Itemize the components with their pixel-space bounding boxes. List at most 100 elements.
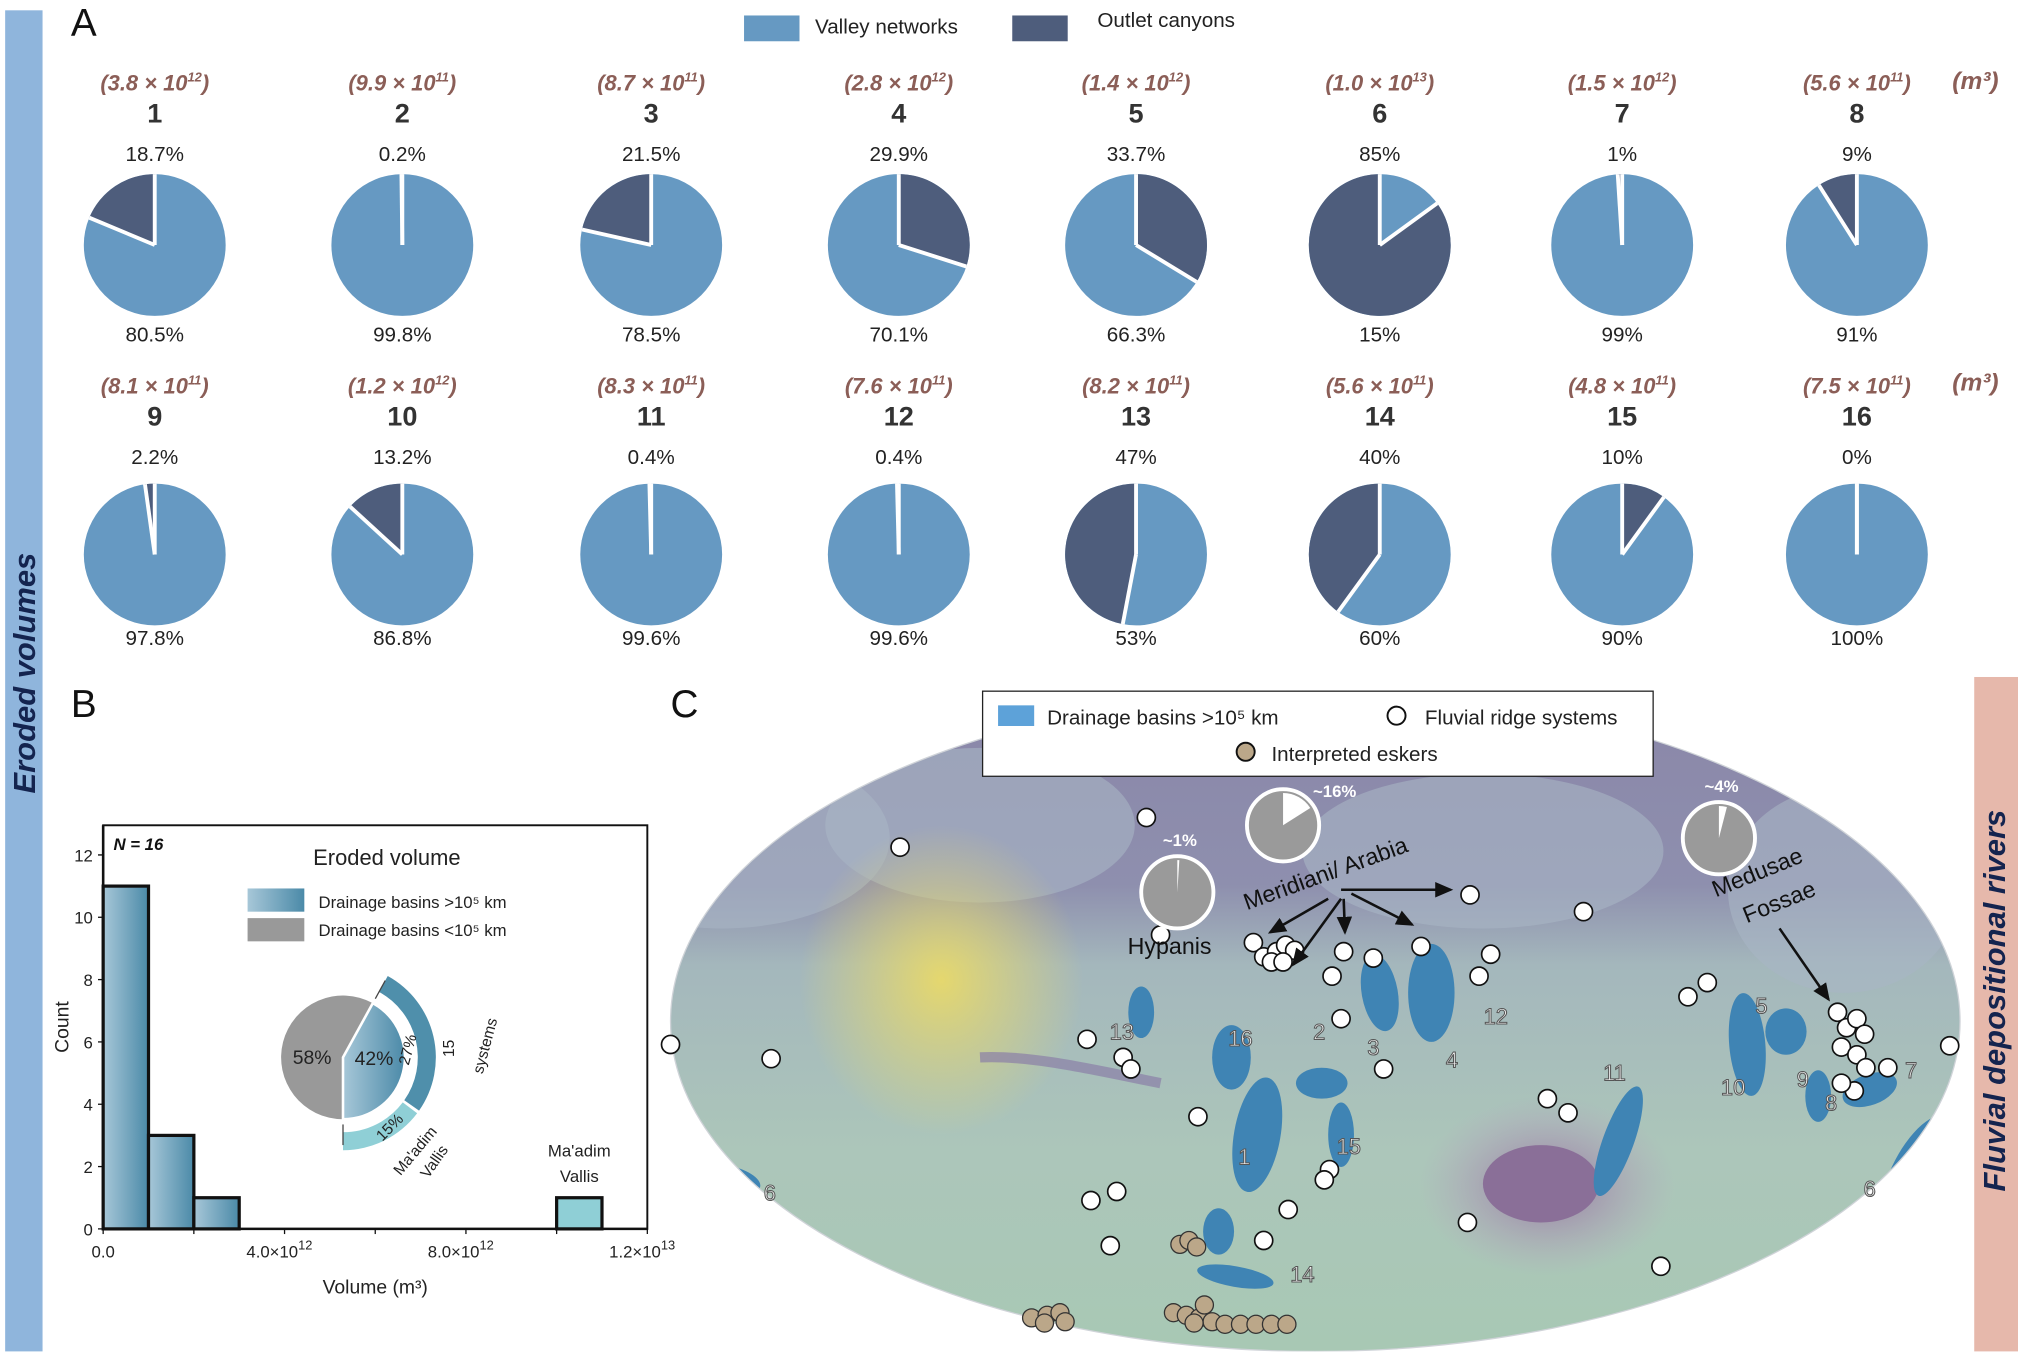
fluvial-ridge-marker — [1877, 1057, 1898, 1078]
outlet-percent-label: 0.4% — [875, 447, 923, 470]
fluvial-ridge-marker — [890, 837, 910, 858]
fluvial-ridge-marker — [1363, 948, 1384, 968]
x-tick-label: 1.2×1013 — [609, 1238, 675, 1262]
volume-exponent: 11 — [931, 374, 946, 389]
pie-divider — [898, 243, 967, 269]
volume-label: (1.4 × 1012) — [1081, 70, 1191, 96]
y-axis-label: Count — [51, 1001, 73, 1053]
region-label-hypanis: Hypanis — [1128, 933, 1212, 959]
pie-divider — [1378, 201, 1439, 247]
basin-number-label: 16 — [1228, 1026, 1252, 1051]
esker-marker — [1186, 1237, 1207, 1257]
basin-number-label: 10 — [1721, 1075, 1745, 1100]
valley-percent-label: 15% — [1359, 324, 1401, 347]
histogram: Ma'adim Vallis 0 2 4 6 8 10 12 0.0 4.0×1012 8.0×101… — [51, 824, 675, 1298]
basin-number-label: 11 — [1603, 1061, 1626, 1086]
arrow — [1291, 898, 1343, 967]
fluvial-rivers-band — [1974, 676, 2018, 1352]
outlet-percent-label: 47% — [1115, 447, 1157, 470]
esker-marker — [1277, 1314, 1297, 1334]
legend-swatch-basins — [998, 705, 1035, 726]
fluvial-ridge-marker — [1081, 1190, 1101, 1211]
system-number: 5 — [1128, 99, 1144, 129]
volume-exponent: 12 — [1168, 71, 1184, 86]
pie-slice-outlet — [1308, 483, 1380, 612]
volume-label: (3.8 × 1012) — [100, 70, 210, 96]
system-number: 14 — [1364, 402, 1395, 432]
volume-label: (8.2 × 1011) — [1082, 373, 1190, 399]
histogram-bar — [146, 1133, 196, 1231]
system-number: 6 — [1372, 99, 1388, 129]
fluvial-ridge-marker — [1373, 1059, 1394, 1079]
volume-exponent: 13 — [1412, 71, 1427, 86]
pie-divider — [88, 215, 156, 247]
volume-exponent: 11 — [435, 71, 449, 86]
pie-slice-outlet — [1065, 483, 1137, 625]
region-pie-slice — [1283, 793, 1311, 826]
arrow — [1267, 897, 1329, 934]
basin-number-label: 12 — [1484, 1004, 1508, 1029]
fluvial-ridge-marker — [1847, 1008, 1867, 1029]
fluvial-ridge-marker — [1278, 1199, 1299, 1220]
esker-marker — [1184, 1313, 1204, 1333]
volume-exponent: 11 — [1169, 374, 1183, 389]
fluvial-ridge-marker — [1121, 1059, 1141, 1079]
valley-percent-label: 70.1% — [869, 324, 929, 347]
outlet-percent-label: 1% — [1607, 144, 1638, 167]
pie-divider — [399, 174, 405, 246]
legend-swatch-valley — [744, 15, 800, 42]
valley-percent-label: 99.6% — [621, 627, 681, 650]
volume-label: (4.8 × 1011) — [1568, 373, 1677, 399]
drainage-basin — [1593, 1086, 1643, 1196]
y-tick-label: 12 — [74, 846, 93, 865]
pie-divider — [348, 505, 404, 556]
volume-label: (8.3 × 1011) — [597, 373, 706, 399]
fluvial-ridge-marker — [1651, 1256, 1671, 1277]
panel-label-b: B — [70, 683, 97, 726]
pie-divider — [1135, 243, 1198, 284]
inset-slice-large-basins — [341, 1001, 407, 1121]
eroded-volumes-band — [5, 10, 43, 1352]
arrow — [1336, 898, 1353, 935]
x-tick-label: 0.0 — [92, 1242, 115, 1261]
esker-marker — [1055, 1312, 1075, 1332]
basin-number-label: 6 — [1864, 1177, 1876, 1202]
drainage-basin — [1360, 954, 1399, 1032]
region-pie-slice — [1177, 860, 1180, 893]
volume-exponent: 12 — [435, 374, 450, 389]
legend-label-small-basins: Drainage basins <10⁵ km — [319, 921, 507, 940]
basin-number-label: 14 — [1290, 1262, 1314, 1287]
legend-swatch-small-basins — [247, 918, 305, 942]
outlet-percent-label: 21.5% — [621, 144, 681, 167]
system-number: 15 — [1607, 402, 1638, 432]
histogram-bar — [192, 1196, 241, 1231]
region-pie-percent: ~16% — [1313, 782, 1356, 801]
volume-label: (8.1 × 1011) — [100, 373, 209, 399]
system-number: 2 — [394, 99, 410, 129]
panel-label-c: C — [670, 683, 699, 726]
pie-slice-outlet — [89, 174, 155, 246]
map-legend — [981, 690, 1654, 777]
volume-label: (9.9 × 1011) — [348, 70, 457, 96]
drainage-basin — [1128, 986, 1155, 1039]
valley-percent-label: 53% — [1115, 627, 1157, 650]
arrow — [1778, 927, 1830, 1002]
system-number: 11 — [636, 402, 666, 432]
fluvial-ridge-marker — [1322, 966, 1342, 987]
basin-number-label: 5 — [1755, 994, 1767, 1019]
fluvial-ridge-marker — [1854, 1024, 1875, 1045]
fluvial-ridge-marker — [1460, 885, 1480, 905]
tharsis-region — [799, 825, 1084, 1135]
histogram-bar — [555, 1196, 604, 1231]
drainage-basin — [1212, 1025, 1251, 1090]
x-tick-exponent: 12 — [298, 1238, 312, 1253]
arc-15-systems — [379, 976, 436, 1111]
fluvial-ridge-marker — [1077, 1029, 1097, 1050]
pie-slice-outlet — [581, 174, 652, 246]
pie-divider — [143, 483, 157, 555]
pie-divider — [895, 483, 901, 555]
drainage-basin — [1203, 1208, 1235, 1255]
legend-label-large-basins: Drainage basins >10⁵ km — [319, 893, 507, 912]
pie-divider — [647, 483, 654, 555]
pie-divider — [1615, 174, 1625, 246]
